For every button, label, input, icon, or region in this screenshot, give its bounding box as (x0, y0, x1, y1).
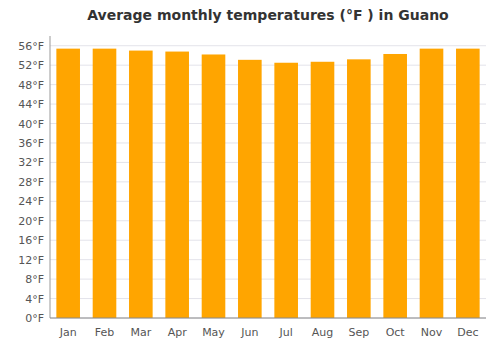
x-tick-label: Jan (59, 326, 77, 339)
y-tick-label: 24°F (18, 195, 44, 208)
x-tick-label: Mar (130, 326, 151, 339)
bar (202, 54, 226, 318)
bar (238, 60, 262, 318)
bar (456, 49, 480, 318)
x-axis-line (50, 318, 486, 319)
bar (347, 59, 371, 318)
x-axis: Jan Feb Mar Apr May Jun Jul Aug Sep Oct Nov Dec (59, 326, 479, 339)
x-tick-label: Nov (421, 326, 443, 339)
y-axis-line (50, 36, 51, 318)
title: Average monthly temperatures (°F ) in Gu… (87, 7, 449, 23)
y-tick-label: 48°F (18, 79, 44, 92)
x-tick-label: Feb (95, 326, 114, 339)
bars (56, 49, 479, 318)
x-tick-label: Sep (348, 326, 369, 339)
x-tick-label: May (202, 326, 225, 339)
y-tick-label: 4°F (25, 293, 44, 306)
y-tick-label: 20°F (18, 215, 44, 228)
bar (56, 49, 80, 318)
x-tick-label: Jun (240, 326, 258, 339)
y-axis: 0°F 4°F 8°F 12°F 16°F 20°F 24°F 28°F 32°F 36°F 40°… (18, 40, 486, 325)
chart-container: Average monthly temperatures (°F ) in Gu… (0, 0, 500, 350)
y-tick-label: 12°F (18, 254, 44, 267)
x-tick-label: Oct (386, 326, 406, 339)
y-tick-label: 52°F (18, 59, 44, 72)
y-tick-label: 44°F (18, 98, 44, 111)
y-tick-label: 16°F (18, 234, 44, 247)
y-tick-label: 8°F (25, 273, 44, 286)
bar (165, 52, 189, 318)
x-tick-label: Jul (279, 326, 293, 339)
bar (274, 63, 298, 318)
grid-line (50, 45, 486, 46)
chart: Average monthly temperatures (°F ) in Gu… (0, 0, 500, 350)
y-tick-label: 56°F (18, 40, 44, 53)
bar (311, 62, 335, 318)
bar (129, 51, 153, 318)
x-tick-label: Apr (168, 326, 188, 339)
bar (383, 54, 407, 318)
y-tick-label: 36°F (18, 137, 44, 150)
bar (420, 49, 444, 318)
x-tick-label: Dec (457, 326, 478, 339)
y-tick-label: 0°F (25, 312, 44, 325)
y-tick-label: 32°F (18, 156, 44, 169)
y-tick-label: 40°F (18, 118, 44, 131)
grid-line (50, 318, 486, 319)
y-tick-label: 28°F (18, 176, 44, 189)
x-tick-label: Aug (312, 326, 333, 339)
bar (93, 49, 117, 318)
